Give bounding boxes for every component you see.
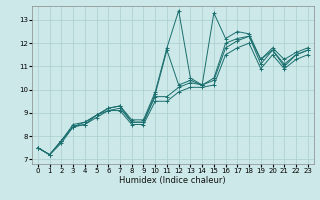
X-axis label: Humidex (Indice chaleur): Humidex (Indice chaleur) <box>119 176 226 185</box>
